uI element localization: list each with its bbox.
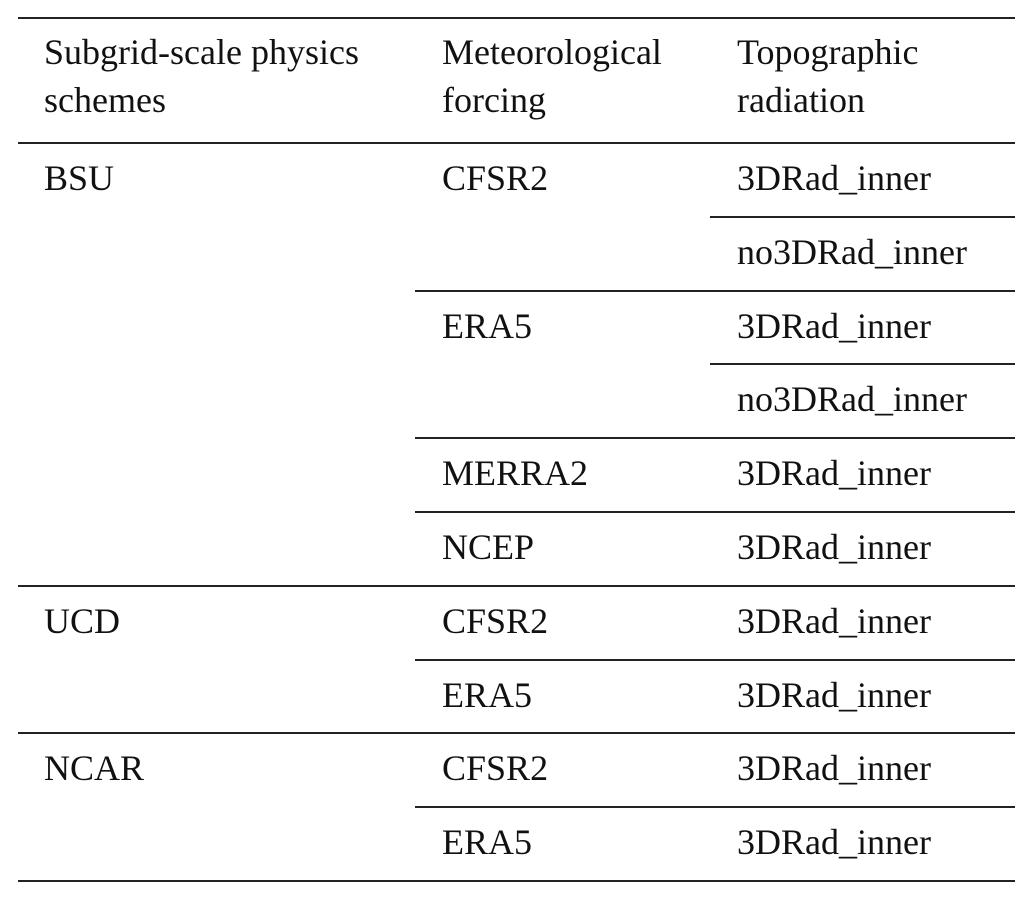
group-rule — [18, 732, 1015, 735]
radiation-cell: 3DRad_inner — [737, 527, 931, 567]
header-cell: Topographic — [737, 32, 919, 72]
radiation-cell: 3DRad_inner — [737, 305, 931, 346]
forcing-cell: CFSR2 — [442, 748, 549, 789]
radiation-cell: no3DRad_inner — [737, 379, 967, 420]
radiation-cell: 3DRad_inner — [737, 158, 931, 198]
header-cell: forcing — [442, 80, 546, 120]
forcing-rule — [415, 289, 1015, 292]
radiation-cell: no3DRad_inner — [737, 231, 967, 272]
bottom-rule — [18, 880, 1015, 882]
forcing-cell: CFSR2 — [442, 158, 549, 198]
scheme-cell: BSU — [44, 158, 115, 198]
forcing-rule — [415, 511, 1015, 513]
header-rule — [18, 142, 1015, 144]
radiation-cell: 3DRad_inner — [737, 748, 931, 789]
header-cell: Meteorological — [442, 32, 662, 72]
forcing-rule — [415, 806, 1015, 809]
scheme-cell: UCD — [44, 600, 121, 641]
radiation-cell: 3DRad_inner — [737, 822, 931, 863]
header-cell: Subgrid-scale physics — [44, 32, 359, 72]
radiation-cell: 3DRad_inner — [737, 674, 931, 715]
group-rule — [18, 584, 1015, 587]
header-cell: schemes — [44, 80, 166, 120]
forcing-cell: ERA5 — [442, 822, 532, 863]
top-rule — [18, 17, 1015, 19]
forcing-cell: NCEP — [442, 527, 535, 567]
radiation-cell: 3DRad_inner — [737, 453, 931, 494]
forcing-cell: CFSR2 — [442, 600, 549, 641]
radiation-rule — [710, 215, 1015, 218]
radiation-cell: 3DRad_inner — [737, 600, 931, 641]
forcing-cell: ERA5 — [442, 305, 532, 346]
forcing-rule — [415, 658, 1015, 661]
header-cell: radiation — [737, 80, 865, 120]
radiation-rule — [710, 363, 1015, 366]
forcing-cell: MERRA2 — [442, 453, 589, 494]
scheme-cell: NCAR — [44, 748, 145, 789]
forcing-cell: ERA5 — [442, 674, 532, 715]
forcing-rule — [415, 437, 1015, 440]
